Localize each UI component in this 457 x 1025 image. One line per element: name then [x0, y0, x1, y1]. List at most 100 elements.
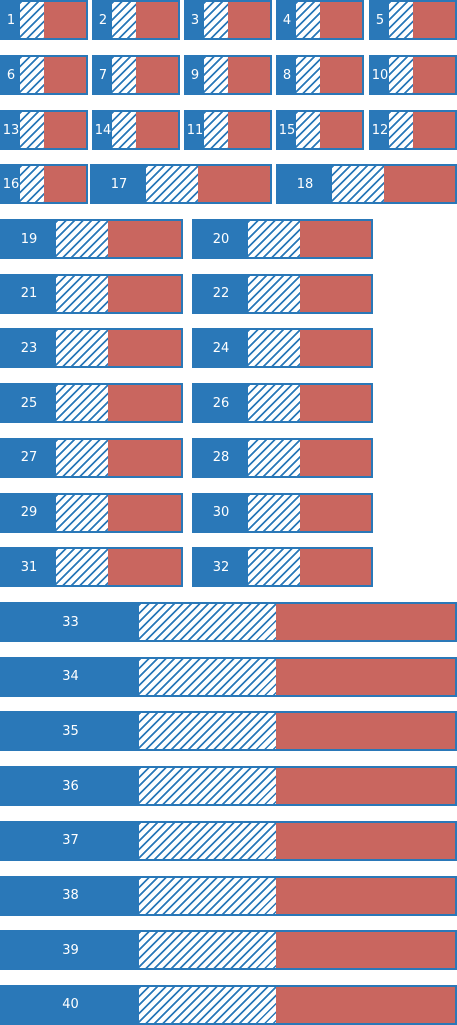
block-id-label: 21 — [2, 275, 56, 312]
block-id-label: 2 — [94, 2, 112, 38]
block-id-label: 27 — [2, 439, 56, 476]
red-segment — [44, 2, 86, 38]
red-segment — [136, 2, 178, 38]
hatched-segment — [139, 604, 276, 640]
block-id-label: 20 — [194, 221, 248, 257]
block-37: 37 — [0, 820, 457, 861]
block-id-label: 24 — [194, 330, 248, 367]
hatched-segment — [20, 166, 44, 202]
block-id-label: 22 — [194, 275, 248, 312]
block-16: 16 — [0, 164, 88, 204]
block-id-label: 36 — [2, 768, 139, 805]
hatched-segment — [139, 713, 276, 750]
hatched-segment — [204, 112, 228, 148]
block-id-label: 33 — [2, 604, 139, 640]
block-38: 38 — [0, 875, 457, 916]
hatched-segment — [296, 57, 320, 93]
red-segment — [276, 986, 455, 1023]
red-segment — [300, 494, 371, 531]
red-segment — [300, 439, 371, 476]
red-segment — [276, 932, 455, 969]
block-4: 4 — [276, 0, 364, 40]
hatched-segment — [248, 439, 300, 476]
block-id-label: 1 — [2, 2, 20, 38]
block-id-label: 26 — [194, 385, 248, 422]
hatched-segment — [248, 275, 300, 312]
hatched-segment — [248, 330, 300, 367]
hatched-segment — [56, 221, 108, 257]
red-segment — [108, 275, 181, 312]
block-id-label: 8 — [278, 57, 296, 93]
red-segment — [300, 275, 371, 312]
red-segment — [300, 221, 371, 257]
block-id-label: 15 — [278, 112, 296, 148]
red-segment — [44, 112, 86, 148]
hatched-segment — [389, 112, 413, 148]
block-id-label: 6 — [2, 57, 20, 93]
hatched-segment — [248, 494, 300, 531]
block-id-label: 19 — [2, 221, 56, 257]
block-26: 26 — [192, 383, 373, 424]
red-segment — [108, 330, 181, 367]
block-id-label: 28 — [194, 439, 248, 476]
block-34: 34 — [0, 656, 457, 697]
red-segment — [300, 385, 371, 422]
red-segment — [108, 494, 181, 531]
block-id-label: 37 — [2, 822, 139, 859]
hatched-segment — [204, 57, 228, 93]
hatched-segment — [296, 2, 320, 38]
block-7: 7 — [92, 55, 180, 95]
red-segment — [276, 658, 455, 695]
red-segment — [413, 2, 455, 38]
hatched-segment — [20, 57, 44, 93]
block-id-label: 5 — [371, 2, 389, 38]
red-segment — [384, 166, 455, 202]
hatched-segment — [332, 166, 384, 202]
block-19: 19 — [0, 219, 183, 259]
block-id-label: 11 — [186, 112, 204, 148]
red-segment — [320, 112, 362, 148]
red-segment — [320, 2, 362, 38]
block-id-label: 16 — [2, 166, 20, 202]
hatched-segment — [139, 986, 276, 1023]
red-segment — [276, 822, 455, 859]
hatched-segment — [248, 549, 300, 586]
block-5: 5 — [369, 0, 457, 40]
block-id-label: 31 — [2, 549, 56, 586]
hatched-segment — [112, 57, 136, 93]
hatched-segment — [139, 822, 276, 859]
block-id-label: 39 — [2, 932, 139, 969]
block-id-label: 23 — [2, 330, 56, 367]
block-24: 24 — [192, 328, 373, 369]
red-segment — [300, 549, 371, 586]
hatched-segment — [112, 112, 136, 148]
red-segment — [198, 166, 270, 202]
hatched-segment — [20, 2, 44, 38]
block-8: 8 — [276, 55, 364, 95]
hatched-segment — [56, 330, 108, 367]
hatched-segment — [56, 549, 108, 586]
block-id-label: 4 — [278, 2, 296, 38]
block-3: 3 — [184, 0, 272, 40]
red-segment — [108, 221, 181, 257]
block-id-label: 38 — [2, 877, 139, 914]
red-segment — [136, 112, 178, 148]
block-id-label: 9 — [186, 57, 204, 93]
hatched-segment — [56, 439, 108, 476]
block-9: 9 — [184, 55, 272, 95]
block-35: 35 — [0, 711, 457, 752]
block-22: 22 — [192, 273, 373, 314]
block-id-label: 34 — [2, 658, 139, 695]
hatched-segment — [248, 385, 300, 422]
hatched-segment — [139, 658, 276, 695]
block-23: 23 — [0, 328, 183, 369]
hatched-segment — [20, 112, 44, 148]
hatched-segment — [389, 57, 413, 93]
red-segment — [276, 604, 455, 640]
hatched-segment — [296, 112, 320, 148]
red-segment — [228, 57, 270, 93]
block-39: 39 — [0, 930, 457, 971]
block-25: 25 — [0, 383, 183, 424]
block-33: 33 — [0, 602, 457, 642]
